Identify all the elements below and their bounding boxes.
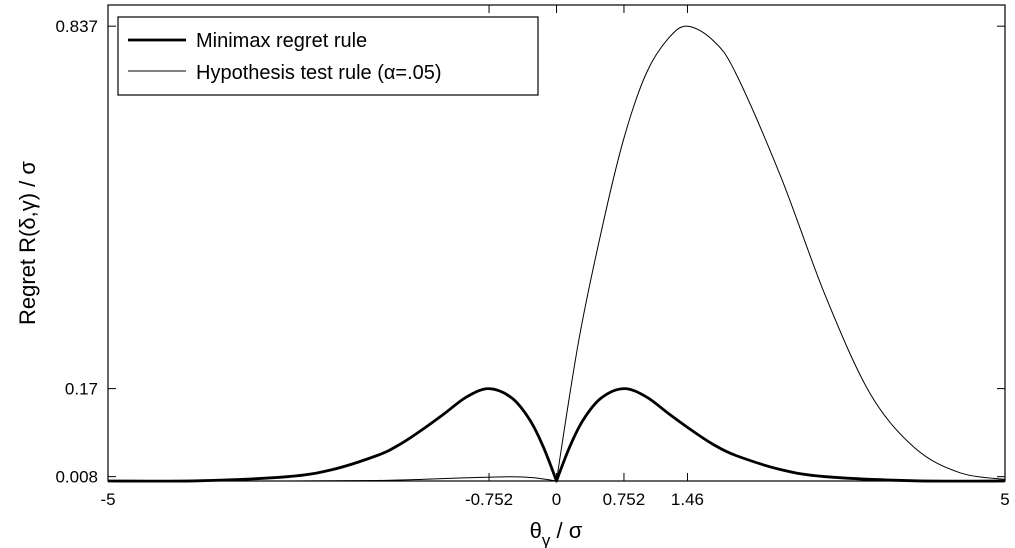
tick-marks xyxy=(107,5,1006,481)
x-axis-label: θγ / σ xyxy=(530,518,583,548)
series-line-hypothesis-test xyxy=(107,25,1006,482)
series-line-minimax xyxy=(107,387,1006,483)
x-tick-label: 1.46 xyxy=(671,490,704,509)
y-tick-label: 0.17 xyxy=(65,380,98,399)
tick-labels: -5 -0.752 0 0.752 1.46 5 0.008 0.17 0.837 xyxy=(55,17,1009,509)
y-tick-label: 0.837 xyxy=(55,17,98,36)
x-tick-label: -0.752 xyxy=(465,490,513,509)
legend: Minimax regret rule Hypothesis test rule… xyxy=(117,16,539,96)
y-tick-label: 0.008 xyxy=(55,468,98,487)
x-tick-label: 5 xyxy=(1000,490,1009,509)
y-axis-label: Regret R(δ,γ) / σ xyxy=(15,161,40,325)
series-layer xyxy=(107,25,1006,483)
legend-label-minimax: Minimax regret rule xyxy=(196,30,367,52)
x-axis-label-main: θ xyxy=(530,518,542,543)
x-axis-label-rest: / σ xyxy=(550,518,582,543)
x-tick-label: -5 xyxy=(100,490,115,509)
x-tick-label: 0 xyxy=(552,490,561,509)
x-axis-label-sub: γ xyxy=(542,531,551,548)
x-tick-label: 0.752 xyxy=(603,490,646,509)
legend-label-hypothesis: Hypothesis test rule (α=.05) xyxy=(196,62,442,84)
legend-box xyxy=(117,16,539,96)
